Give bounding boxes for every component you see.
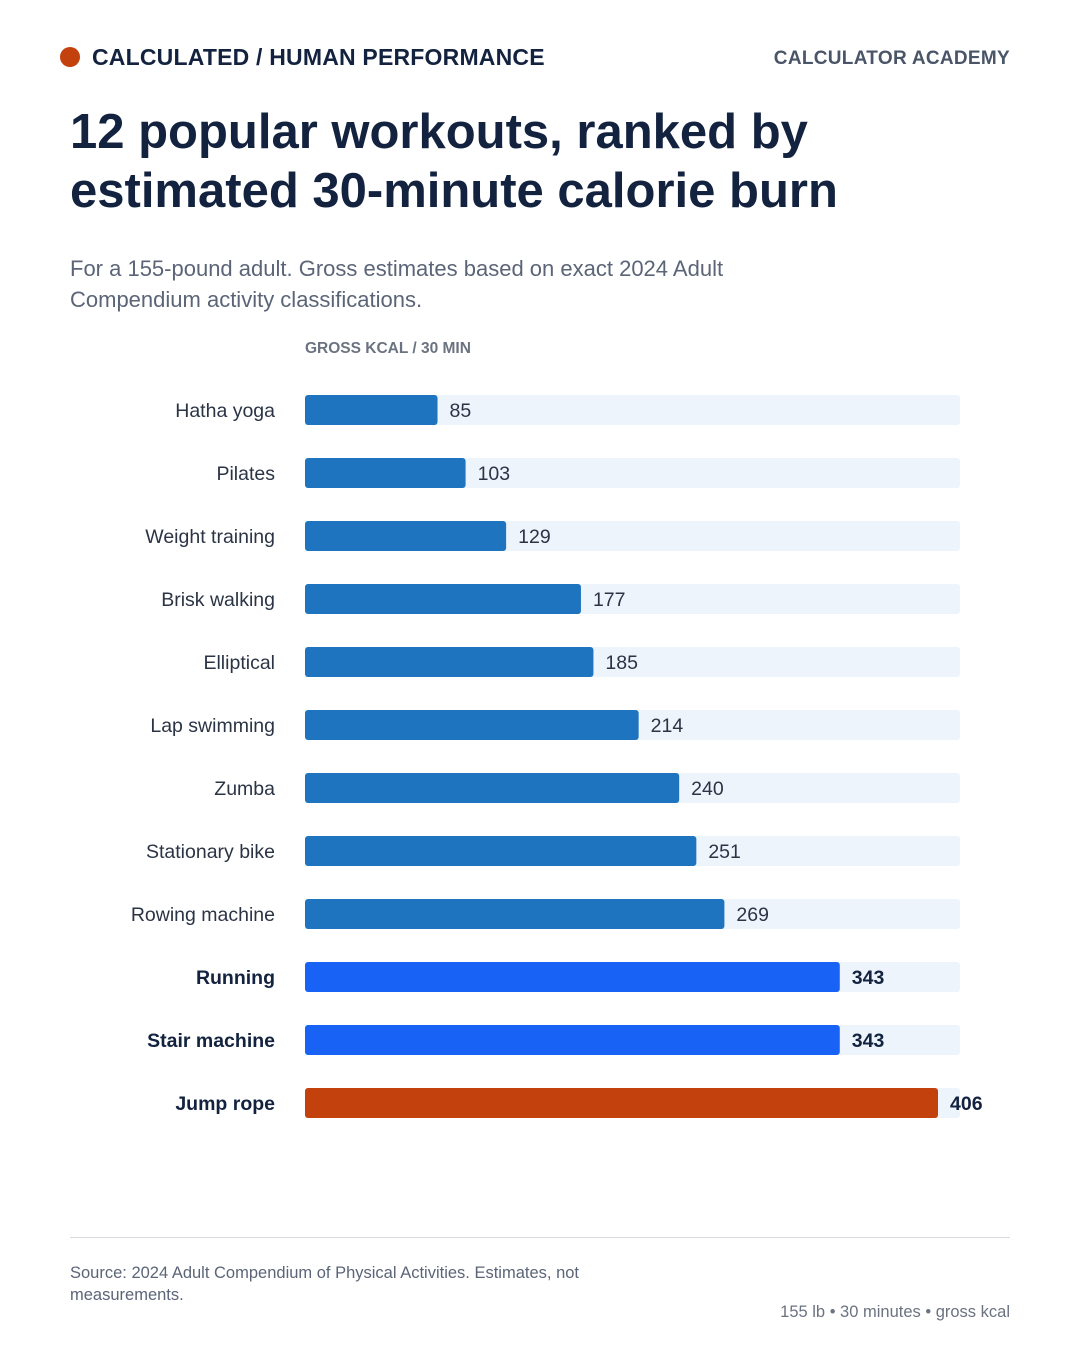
bar	[305, 899, 725, 929]
bar	[305, 1025, 840, 1055]
bar-track	[305, 458, 960, 488]
bar	[305, 521, 507, 551]
bar-track	[305, 395, 960, 425]
category-label: Rowing machine	[131, 904, 275, 926]
bar	[305, 710, 639, 740]
footer-note: 155 lb • 30 minutes • gross kcal	[780, 1303, 1010, 1321]
category-label: Jump rope	[175, 1093, 275, 1115]
bar	[305, 773, 680, 803]
value-label: 214	[651, 715, 684, 737]
category-label: Stair machine	[147, 1030, 275, 1052]
category-label: Hatha yoga	[175, 400, 275, 422]
footer-divider	[70, 1237, 1010, 1238]
axis-label: GROSS KCAL / 30 MIN	[305, 340, 471, 357]
category-label: Zumba	[214, 778, 275, 800]
category-label: Pilates	[216, 463, 275, 485]
header-bar: CALCULATED / HUMAN PERFORMANCE CALCULATO…	[60, 44, 1010, 74]
value-label: 177	[593, 589, 626, 611]
category-label: Running	[196, 967, 275, 989]
category-label: Stationary bike	[146, 841, 275, 863]
value-label: 343	[852, 1030, 885, 1052]
bar-chart: GROSS KCAL / 30 MIN Hatha yoga 85 Pilates 1…	[131, 340, 983, 1118]
chart-title: 12 popular workouts, ranked by estimated…	[70, 105, 838, 218]
bar	[305, 836, 697, 866]
category-label: Brisk walking	[161, 589, 275, 611]
category-label: Lap swimming	[150, 715, 275, 737]
value-label: 185	[605, 652, 638, 674]
value-label: 85	[450, 400, 472, 422]
category-label: Weight training	[145, 526, 275, 548]
chart-subtitle: For a 155-pound adult. Gross estimates b…	[70, 256, 724, 312]
category-label: Elliptical	[203, 652, 275, 674]
value-label: 343	[852, 967, 885, 989]
bar	[305, 1088, 938, 1118]
value-label: 406	[950, 1093, 983, 1115]
value-label: 103	[478, 463, 511, 485]
value-label: 240	[691, 778, 724, 800]
brand-name: CALCULATOR ACADEMY	[773, 48, 1010, 69]
bar	[305, 584, 581, 614]
value-label: 251	[708, 841, 741, 863]
bar	[305, 395, 438, 425]
value-label: 269	[736, 904, 769, 926]
value-label: 129	[518, 526, 551, 548]
kicker-label: CALCULATED / HUMAN PERFORMANCE	[92, 44, 545, 70]
source-note: Source: 2024 Adult Compendium of Physica…	[70, 1264, 580, 1304]
bar	[305, 647, 594, 677]
accent-dot-icon	[60, 47, 80, 67]
bar	[305, 458, 466, 488]
bar	[305, 962, 840, 992]
